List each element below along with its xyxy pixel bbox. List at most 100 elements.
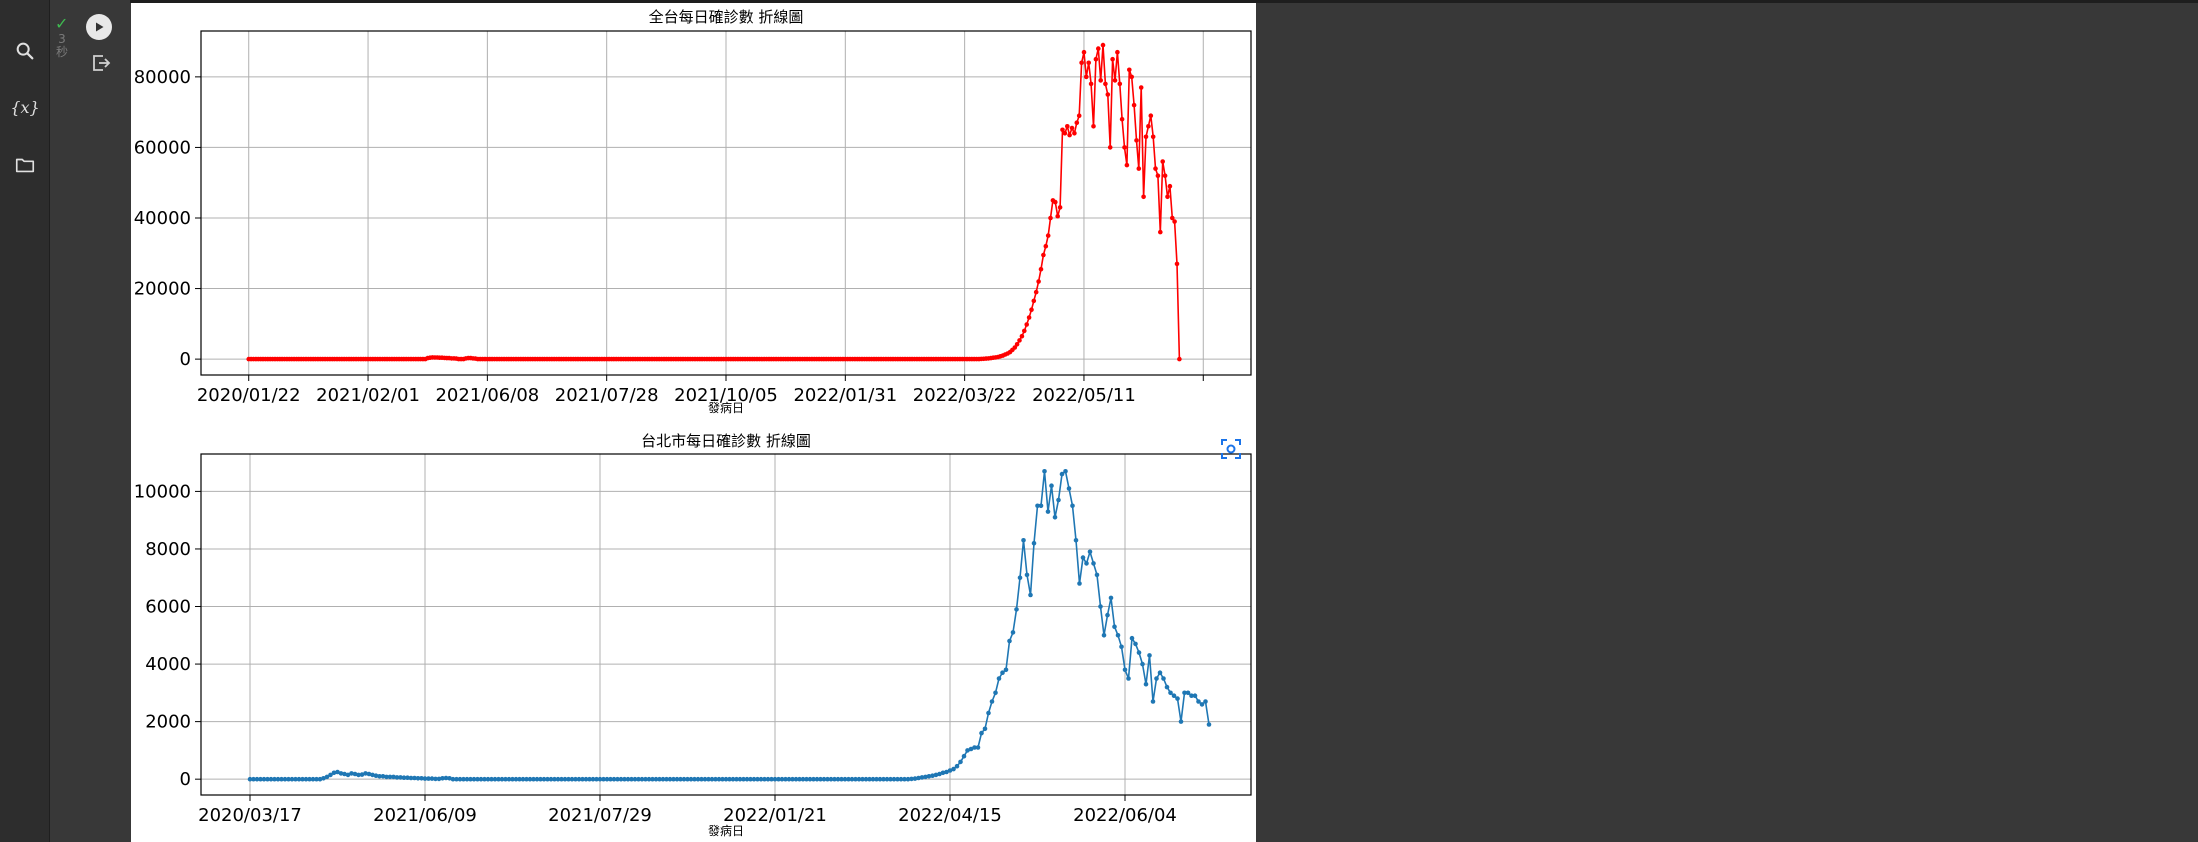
data-point xyxy=(468,776,473,782)
data-point xyxy=(1100,42,1106,48)
data-point xyxy=(1084,561,1089,566)
data-point xyxy=(1042,469,1047,474)
data-point xyxy=(944,769,949,775)
data-point xyxy=(961,753,967,759)
data-point xyxy=(965,748,970,753)
data-point xyxy=(1182,690,1187,696)
data-point xyxy=(748,776,753,782)
data-point xyxy=(377,774,382,779)
data-point xyxy=(996,676,1002,681)
data-point xyxy=(559,776,564,782)
data-point xyxy=(667,776,673,782)
data-point xyxy=(328,772,333,778)
variables-icon[interactable]: {x} xyxy=(10,94,39,120)
y-tick-label: 0 xyxy=(180,349,191,370)
data-point xyxy=(1063,469,1068,474)
data-point xyxy=(1017,338,1022,343)
x-tick-label: 2022/04/15 xyxy=(898,805,1002,826)
data-point xyxy=(387,774,393,780)
x-tick-label: 2022/01/21 xyxy=(723,805,827,826)
data-point xyxy=(1162,173,1168,178)
window-top-edge xyxy=(0,0,2198,3)
folder-icon[interactable] xyxy=(12,152,38,178)
data-point xyxy=(566,776,571,782)
data-point xyxy=(1056,497,1061,503)
chart-title: 全台每日確診數 折線圖 xyxy=(649,8,804,26)
data-point xyxy=(1079,60,1084,66)
data-point xyxy=(408,775,414,781)
data-point xyxy=(489,776,494,782)
data-point xyxy=(860,776,865,782)
data-point xyxy=(503,776,508,782)
data-point xyxy=(1129,635,1135,641)
data-point xyxy=(454,776,459,782)
data-point xyxy=(597,776,603,782)
data-point xyxy=(1048,215,1053,221)
series-line xyxy=(250,470,1210,781)
data-point xyxy=(363,771,368,776)
data-point xyxy=(1119,644,1124,650)
data-point xyxy=(1150,134,1156,140)
data-point xyxy=(811,776,816,782)
data-point xyxy=(475,776,480,782)
data-point xyxy=(356,772,361,778)
data-point xyxy=(986,710,991,716)
data-point xyxy=(1126,676,1131,681)
data-point xyxy=(632,776,638,782)
data-point xyxy=(674,776,680,782)
run-cell-button[interactable] xyxy=(86,14,112,40)
data-point xyxy=(1168,690,1173,696)
data-point xyxy=(1199,702,1205,707)
data-point xyxy=(1155,173,1161,178)
data-point xyxy=(426,776,431,781)
data-point xyxy=(324,774,330,780)
data-point xyxy=(1024,572,1030,578)
data-point xyxy=(1154,676,1159,681)
data-point xyxy=(1091,561,1096,566)
data-point xyxy=(975,745,981,750)
data-point xyxy=(1049,483,1054,489)
data-point xyxy=(538,776,543,782)
data-point xyxy=(825,776,830,782)
data-point xyxy=(695,776,701,782)
data-point xyxy=(982,726,988,732)
data-point xyxy=(807,776,813,782)
search-icon[interactable] xyxy=(12,38,38,64)
x-tick-label: 2021/02/01 xyxy=(316,385,420,406)
data-point xyxy=(401,775,407,780)
data-point xyxy=(1021,538,1026,543)
data-point xyxy=(958,759,963,765)
data-point xyxy=(989,699,995,704)
chart-taipei-daily-cases: 0 2000 4000 6000 8000 10000 2020/03/17 2021/06/… xyxy=(134,432,1252,838)
data-point xyxy=(1157,670,1163,675)
data-point xyxy=(783,776,788,782)
data-point xyxy=(926,774,932,779)
data-point xyxy=(510,776,515,782)
data-point xyxy=(776,776,781,782)
y-tick-label: 20000 xyxy=(134,279,191,300)
chart-taiwan-daily-cases: 0 20000 40000 60000 80000 2020/01/22 2021/02/0… xyxy=(134,8,1252,415)
data-point xyxy=(856,776,862,782)
data-point xyxy=(846,776,851,782)
data-point xyxy=(779,776,785,782)
data-point xyxy=(772,776,778,782)
data-point xyxy=(793,776,799,782)
data-point xyxy=(916,775,921,781)
data-point xyxy=(821,776,827,782)
data-point xyxy=(706,776,711,782)
data-point xyxy=(373,773,379,778)
focus-view-icon[interactable] xyxy=(1218,436,1244,462)
data-point xyxy=(1105,612,1110,618)
data-point xyxy=(842,776,848,782)
output-redirect-icon[interactable] xyxy=(90,52,112,74)
data-point xyxy=(268,776,274,782)
data-point xyxy=(1203,699,1208,704)
data-point xyxy=(713,776,718,782)
data-point xyxy=(587,776,592,782)
data-point xyxy=(643,776,648,782)
data-point xyxy=(1098,78,1103,83)
data-point xyxy=(1080,555,1086,560)
data-point xyxy=(804,776,809,782)
data-point xyxy=(531,776,536,782)
